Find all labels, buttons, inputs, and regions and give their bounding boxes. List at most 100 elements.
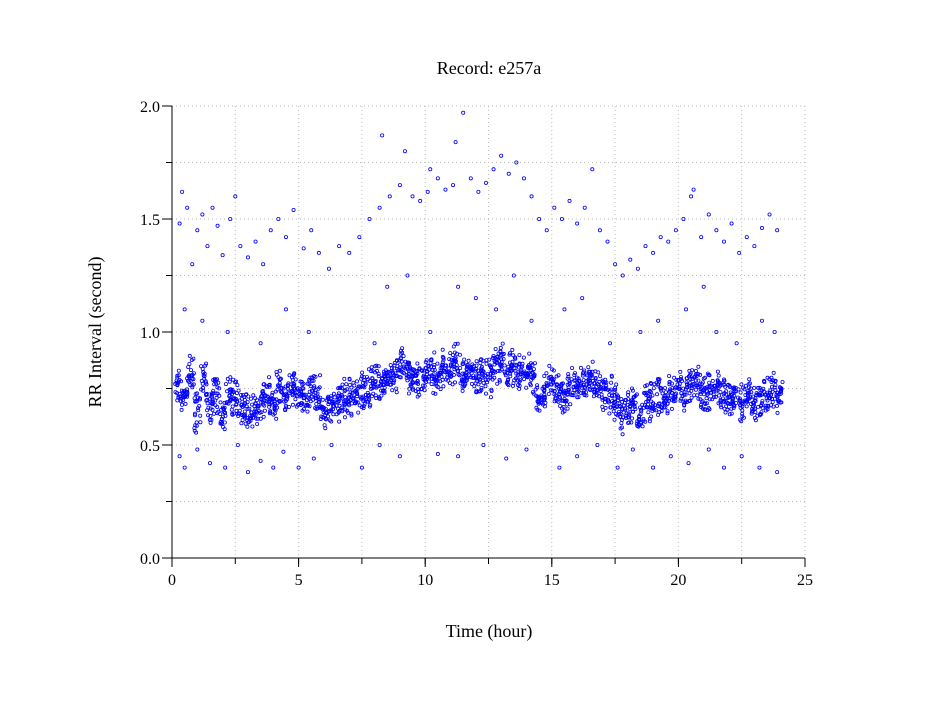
data-point-band	[342, 389, 347, 394]
data-point-band	[573, 371, 578, 376]
data-point-band	[359, 376, 364, 381]
data-point-band	[535, 383, 540, 388]
data-point	[468, 176, 473, 181]
data-point-band	[336, 410, 341, 415]
data-point-band	[420, 368, 425, 373]
data-point-band	[613, 400, 618, 405]
data-point-band	[741, 401, 746, 406]
data-point-band	[426, 364, 431, 369]
data-point-band	[349, 401, 354, 406]
data-point-band	[745, 392, 750, 397]
data-point	[699, 235, 704, 240]
data-point-band	[285, 397, 290, 402]
data-point-band	[383, 380, 388, 385]
data-point-band	[509, 368, 514, 373]
data-point-band	[446, 370, 451, 375]
data-point-band	[360, 370, 365, 375]
data-point-band	[649, 414, 654, 419]
data-point-band	[549, 374, 554, 379]
data-point-band	[398, 362, 403, 367]
data-point-band	[749, 411, 754, 416]
data-point-band	[706, 391, 711, 396]
data-point	[185, 205, 190, 210]
data-point-band	[713, 394, 718, 399]
data-point-band	[179, 402, 184, 407]
data-point-band	[421, 383, 426, 388]
data-point-band	[269, 400, 274, 405]
data-point-band	[707, 380, 712, 385]
data-point	[410, 194, 415, 199]
data-point-band	[342, 376, 347, 381]
data-point	[435, 176, 440, 181]
data-point-band	[547, 363, 552, 368]
data-point-band	[540, 386, 545, 391]
data-point-band	[582, 389, 587, 394]
data-point-band	[215, 404, 220, 409]
data-point-band	[721, 380, 726, 385]
data-point-band	[751, 404, 756, 409]
data-point-band	[477, 377, 482, 382]
data-point	[582, 205, 587, 210]
data-point-band	[541, 402, 546, 407]
data-point-band	[775, 397, 780, 402]
data-point-band	[584, 371, 589, 376]
data-point-band	[399, 359, 404, 364]
data-point-band	[197, 397, 202, 402]
data-point-band	[239, 402, 244, 407]
data-point-band	[339, 405, 344, 410]
data-point	[537, 216, 542, 221]
axes: 0 5 10 15 20 25 0.0 0.5 1.0 1.5 2.0	[140, 99, 813, 589]
data-point-band	[616, 395, 621, 400]
data-point	[681, 216, 686, 221]
data-point	[190, 262, 195, 267]
data-point-band	[760, 399, 765, 404]
data-point-band	[592, 381, 597, 386]
data-point-band	[757, 413, 762, 418]
data-point-band	[755, 413, 760, 418]
data-point-band	[474, 359, 479, 364]
data-point-band	[726, 382, 731, 387]
data-point-band	[331, 391, 336, 396]
data-point-band	[561, 404, 566, 409]
x-tick-label: 25	[797, 572, 813, 589]
data-point	[714, 329, 719, 334]
data-point	[483, 180, 488, 185]
data-point-band	[327, 418, 332, 423]
data-point	[575, 221, 580, 226]
data-point-band	[678, 375, 683, 380]
data-point-band	[511, 381, 516, 386]
data-point-band	[608, 405, 613, 410]
data-point	[744, 235, 749, 240]
data-point-band	[193, 399, 198, 404]
data-point-band	[771, 370, 776, 375]
data-point	[559, 216, 564, 221]
data-point-band	[619, 421, 624, 426]
data-point-band	[383, 374, 388, 379]
data-point-band	[542, 392, 547, 397]
data-point	[775, 228, 780, 233]
data-point-band	[397, 367, 402, 372]
data-point-band	[432, 350, 437, 355]
data-point-band	[320, 397, 325, 402]
data-point-band	[696, 396, 701, 401]
data-point-band	[616, 394, 621, 399]
data-point	[326, 266, 331, 271]
data-point-band	[536, 400, 541, 405]
data-point-band	[199, 387, 204, 392]
data-point-band	[210, 407, 215, 412]
data-point-band	[542, 373, 547, 378]
data-point-band	[209, 394, 214, 399]
data-point	[207, 461, 212, 466]
data-point-band	[451, 344, 456, 349]
data-point-band	[751, 394, 756, 399]
data-point-band	[322, 423, 327, 428]
data-point-band	[612, 404, 617, 409]
data-point-band	[385, 374, 390, 379]
data-point-band	[348, 390, 353, 395]
data-point-band	[412, 367, 417, 372]
data-point-band	[476, 382, 481, 387]
data-point-band	[309, 394, 314, 399]
data-point-band	[722, 382, 727, 387]
data-point-band	[230, 412, 235, 417]
data-point-band	[727, 401, 732, 406]
